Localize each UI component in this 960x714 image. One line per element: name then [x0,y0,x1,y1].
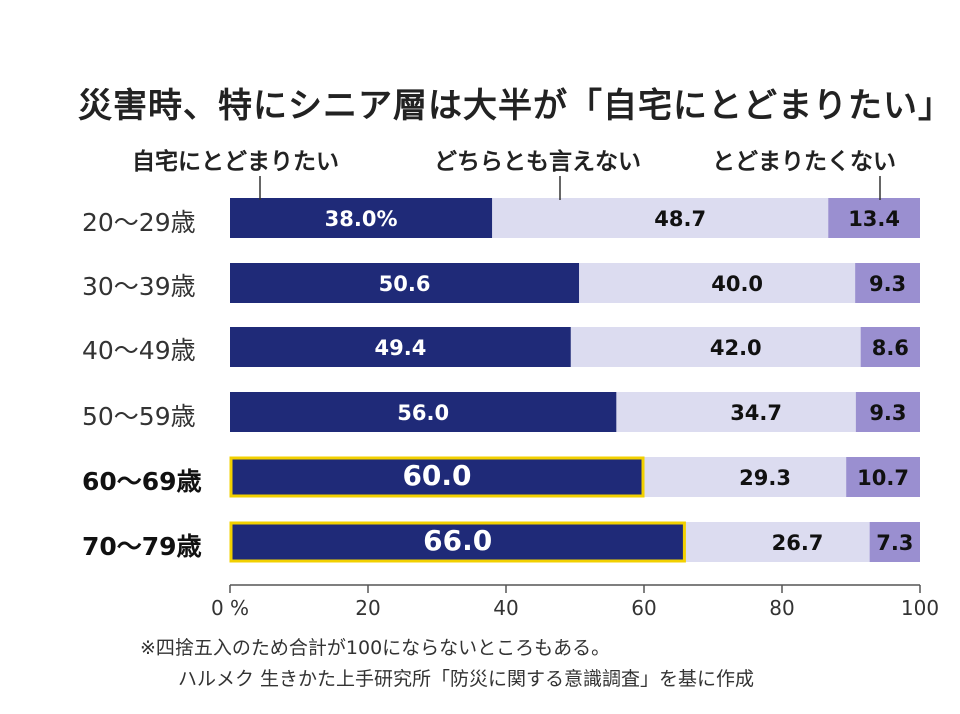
data-label-not-stay-4: 9.3 [869,401,906,425]
data-label-stay-1: 38.0% [325,207,398,231]
footnote-source: ハルメク 生きかた上手研究所「防災に関する意識調査」を基に作成 [178,668,755,690]
bar-highlight-6 [229,521,686,563]
category-label-70s: 70～79歳 [82,532,202,561]
data-label-not-stay-3: 8.6 [872,336,909,360]
bar-stay-1 [230,198,493,238]
bar-highlight-5 [229,456,645,498]
legend-label-neutral: どちらとも言えない [434,149,641,175]
bar-not-stay-4 [855,392,920,432]
data-label-stay-2: 50.6 [379,272,431,296]
category-label-60s: 60～69歳 [82,467,202,496]
x-tick-label-80: 80 [769,596,794,620]
bar-not-stay-1 [828,198,920,238]
bar-not-stay-6 [869,522,920,562]
bar-stay-3 [230,327,571,367]
x-tick-label-40: 40 [493,596,518,620]
bar-stay-5 [230,457,644,497]
x-tick-label-0: 0 % [211,596,249,620]
data-label-stay-6: 66.0 [423,524,492,557]
data-label-not-stay-1: 13.4 [848,207,900,231]
legend-label-stay: 自宅にとどまりたい [132,149,339,175]
data-label-stay-3: 49.4 [375,336,427,360]
data-label-stay-4: 56.0 [397,401,449,425]
footnote-rounding: ※四捨五入のため合計が100にならないところもある。 [140,637,611,659]
bar-not-stay-3 [860,327,920,367]
legend-label-not-stay: とどまりたくない [712,149,896,175]
bar-neutral-3 [570,327,861,367]
bar-stay-2 [230,263,580,303]
data-label-not-stay-6: 7.3 [876,531,913,555]
x-tick-label-20: 20 [355,596,380,620]
bar-neutral-2 [579,263,856,303]
data-label-neutral-3: 42.0 [710,336,762,360]
bar-stay-6 [230,522,686,562]
category-label-20s: 20～29歳 [82,208,196,237]
bar-not-stay-2 [855,263,920,303]
x-tick-label-60: 60 [631,596,656,620]
data-label-neutral-4: 34.7 [730,401,782,425]
data-label-stay-5: 60.0 [402,459,471,492]
bar-neutral-4 [616,392,856,432]
bar-neutral-6 [685,522,870,562]
bar-neutral-1 [492,198,829,238]
data-label-neutral-1: 48.7 [654,207,706,231]
data-label-neutral-5: 29.3 [739,466,791,490]
chart-title: 災害時、特にシニア層は大半が「自宅にとどまりたい」 [78,86,953,126]
bar-neutral-5 [644,457,847,497]
data-label-neutral-2: 40.0 [711,272,763,296]
category-label-30s: 30～39歳 [82,272,196,301]
bar-not-stay-5 [846,457,920,497]
data-label-not-stay-5: 10.7 [857,466,909,490]
data-label-not-stay-2: 9.3 [869,272,906,296]
category-label-50s: 50～59歳 [82,402,196,431]
category-label-40s: 40～49歳 [82,336,196,365]
bar-stay-4 [230,392,617,432]
data-label-neutral-6: 26.7 [772,531,824,555]
x-tick-label-100: 100 [901,596,939,620]
